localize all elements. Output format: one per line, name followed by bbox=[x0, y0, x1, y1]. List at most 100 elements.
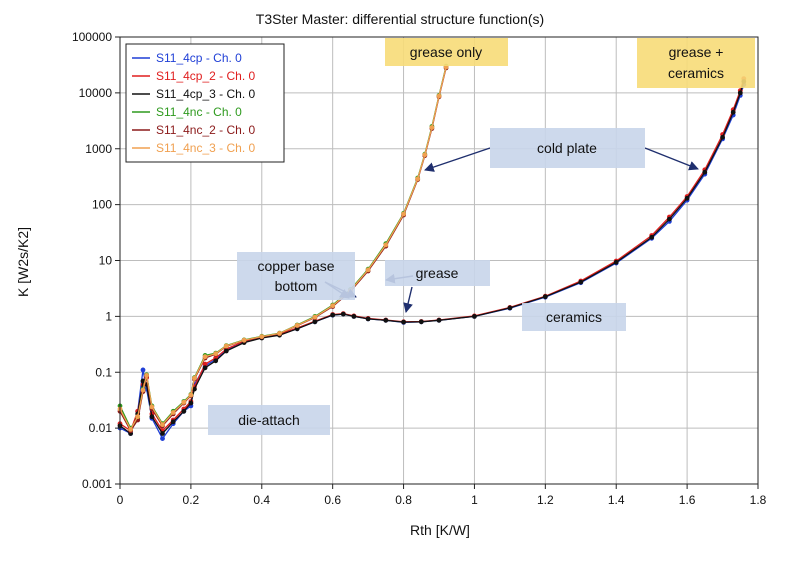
annotation-box bbox=[385, 38, 508, 66]
y-tick-label: 10000 bbox=[79, 86, 113, 100]
legend-label: S11_4cp_3 - Ch. 0 bbox=[156, 87, 256, 101]
annotation-label: grease + bbox=[669, 44, 724, 60]
data-point bbox=[202, 354, 208, 360]
y-tick-label: 1000 bbox=[85, 142, 112, 156]
data-point bbox=[730, 109, 736, 115]
annotation-box bbox=[208, 405, 330, 435]
data-point bbox=[436, 93, 442, 99]
data-point bbox=[422, 152, 428, 158]
annotation-5: grease bbox=[385, 260, 490, 286]
legend-item: S11_4cp - Ch. 0 bbox=[132, 51, 242, 65]
annotation-box bbox=[385, 260, 490, 286]
annotation-label: grease bbox=[416, 265, 459, 281]
annotation-label: ceramics bbox=[546, 309, 602, 325]
data-point bbox=[720, 134, 725, 140]
legend-label: S11_4cp_2 - Ch. 0 bbox=[156, 69, 256, 83]
data-point bbox=[160, 431, 165, 436]
data-point bbox=[140, 367, 146, 373]
annotation-arrow bbox=[644, 147, 699, 171]
series-line bbox=[119, 81, 745, 435]
x-tick-label: 1.8 bbox=[750, 493, 767, 507]
annotation-label: ceramics bbox=[668, 65, 724, 81]
data-point bbox=[702, 169, 708, 175]
series-6 bbox=[117, 64, 449, 432]
data-point bbox=[330, 303, 336, 309]
legend-item: S11_4cp_2 - Ch. 0 bbox=[132, 69, 256, 83]
chart-series bbox=[117, 63, 747, 441]
legend-label: S11_4nc - Ch. 0 bbox=[156, 105, 242, 119]
data-point bbox=[507, 305, 513, 311]
annotation-label: die-attach bbox=[238, 412, 299, 428]
data-point bbox=[223, 343, 229, 349]
data-point bbox=[128, 427, 134, 432]
data-point bbox=[160, 436, 165, 441]
data-point bbox=[340, 311, 346, 317]
x-tick-label: 0.6 bbox=[324, 493, 341, 507]
annotation-3: cold plate bbox=[490, 128, 645, 168]
chart-annotations: grease only grease + ceramics cold plate cop… bbox=[208, 38, 755, 435]
data-point bbox=[578, 279, 584, 285]
annotation-label: grease only bbox=[410, 44, 482, 60]
data-point bbox=[181, 399, 187, 405]
data-point bbox=[202, 365, 208, 371]
data-point bbox=[213, 358, 219, 364]
annotation-6: ceramics bbox=[522, 303, 626, 331]
legend-item: S11_4nc - Ch. 0 bbox=[132, 105, 242, 119]
annotation-arrow bbox=[424, 147, 491, 172]
data-point bbox=[415, 176, 421, 182]
annotation-box bbox=[237, 252, 355, 300]
data-point bbox=[418, 319, 424, 325]
data-point bbox=[667, 216, 672, 222]
annotation-7: die-attach bbox=[208, 405, 330, 435]
data-point bbox=[213, 351, 219, 357]
data-point bbox=[188, 392, 194, 398]
legend-label: S11_4nc_2 - Ch. 0 bbox=[156, 123, 256, 137]
annotation-label: bottom bbox=[275, 278, 318, 294]
annotation-label: copper base bbox=[257, 258, 334, 274]
data-point bbox=[436, 317, 442, 323]
x-tick-label: 0.8 bbox=[395, 493, 412, 507]
y-tick-label: 10 bbox=[99, 254, 113, 268]
data-point bbox=[181, 408, 187, 414]
data-point bbox=[294, 323, 300, 328]
data-point bbox=[351, 314, 357, 319]
data-point bbox=[170, 410, 176, 415]
data-point bbox=[135, 414, 141, 420]
chart-title: T3Ster Master: differential structure fu… bbox=[256, 11, 544, 27]
data-point bbox=[613, 259, 619, 265]
annotation-arrow bbox=[403, 286, 413, 313]
data-point bbox=[312, 314, 318, 320]
annotation-box bbox=[637, 38, 755, 88]
x-tick-label: 0.4 bbox=[253, 493, 270, 507]
data-point bbox=[649, 234, 655, 240]
data-point bbox=[401, 319, 406, 325]
data-point bbox=[170, 419, 176, 425]
legend-item: S11_4cp_3 - Ch. 0 bbox=[132, 87, 256, 101]
x-tick-label: 1.4 bbox=[608, 493, 625, 507]
data-point bbox=[144, 373, 150, 378]
data-point bbox=[684, 195, 690, 201]
data-point bbox=[365, 267, 371, 273]
data-point bbox=[223, 348, 229, 354]
data-point bbox=[160, 422, 165, 428]
legend-item: S11_4nc_2 - Ch. 0 bbox=[132, 123, 256, 137]
data-point bbox=[192, 375, 197, 381]
y-tick-label: 100 bbox=[92, 198, 112, 212]
y-tick-label: 0.1 bbox=[95, 365, 112, 379]
chart-legend: S11_4cp - Ch. 0 S11_4cp_2 - Ch. 0 S11_4cp_… bbox=[125, 43, 285, 163]
data-point bbox=[312, 319, 318, 325]
data-point bbox=[149, 404, 155, 410]
data-point bbox=[330, 312, 336, 318]
data-point bbox=[202, 361, 208, 367]
annotation-label: cold plate bbox=[537, 140, 597, 156]
y-tick-label: 1 bbox=[105, 309, 112, 323]
data-point bbox=[277, 331, 282, 336]
x-tick-label: 1.2 bbox=[537, 493, 554, 507]
data-point bbox=[737, 90, 743, 96]
y-tick-label: 0.001 bbox=[82, 477, 112, 491]
y-tick-label: 0.01 bbox=[89, 421, 113, 435]
annotation-1: grease only bbox=[385, 38, 508, 66]
y-axis-label: K [W2s/K2] bbox=[15, 227, 31, 297]
data-point bbox=[401, 211, 406, 217]
